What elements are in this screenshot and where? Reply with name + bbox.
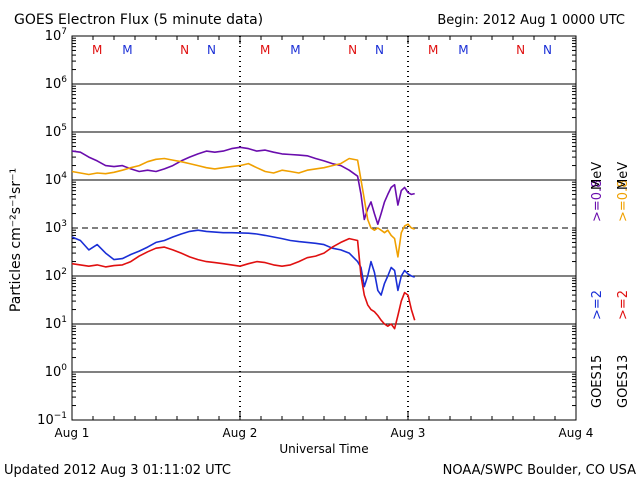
x-tick-label: Aug 3 <box>391 426 426 440</box>
day-marker: M <box>260 43 270 57</box>
chart-title: GOES Electron Flux (5 minute data) <box>14 12 263 28</box>
series-line <box>71 146 415 225</box>
series-lines <box>71 146 416 330</box>
gridlines <box>72 37 576 407</box>
legend-satellite: GOES15 <box>590 355 605 408</box>
y-tick-label: 10−1 <box>37 411 67 428</box>
legend-unit: MeV <box>590 162 605 190</box>
x-tick-label: Aug 1 <box>55 426 90 440</box>
series-line <box>71 229 415 296</box>
y-tick-label: 104 <box>45 171 68 188</box>
y-axis-label: Particles cm⁻²s⁻¹sr⁻¹ <box>8 168 24 312</box>
begin-time: Begin: 2012 Aug 1 0000 UTC <box>437 13 625 28</box>
updated-time: Updated 2012 Aug 3 01:11:02 UTC <box>4 463 231 478</box>
y-tick-label: 107 <box>45 27 67 44</box>
y-tick-label: 103 <box>45 219 67 236</box>
x-tick-label: Aug 2 <box>223 426 258 440</box>
day-marker: M <box>458 43 468 57</box>
day-marker: N <box>180 43 189 57</box>
x-axis-label: Universal Time <box>279 442 368 456</box>
y-tick-label: 102 <box>45 267 67 284</box>
y-tick-label: 105 <box>45 123 67 140</box>
day-marker: M <box>122 43 132 57</box>
day-marker: N <box>348 43 357 57</box>
y-tick-label: 106 <box>45 75 68 92</box>
legend-unit: MeV <box>616 162 631 190</box>
day-marker: N <box>543 43 552 57</box>
legend-entry: >=0.8 <box>590 180 605 222</box>
x-tick-label: Aug 4 <box>559 426 594 440</box>
day-marker: N <box>207 43 216 57</box>
legend-entry: >=2 <box>616 290 631 320</box>
x-tick-labels: Aug 1 Aug 2 Aug 3 Aug 4 <box>55 426 594 440</box>
legend-entry: >=0.8 <box>616 180 631 222</box>
series-line <box>71 237 416 330</box>
legend-satellite: GOES13 <box>616 355 631 408</box>
series-line <box>71 157 415 258</box>
day-marker: N <box>516 43 525 57</box>
y-tick-labels: 107 106 105 104 103 102 101 100 10−1 <box>37 27 67 428</box>
day-marker: M <box>92 43 102 57</box>
legend-entry: >=2 <box>590 290 605 320</box>
day-marker: M <box>428 43 438 57</box>
y-tick-label: 100 <box>45 363 68 380</box>
y-tick-label: 101 <box>45 315 67 332</box>
day-marker: M <box>290 43 300 57</box>
day-tick-marks <box>71 36 577 420</box>
day-marker: N <box>375 43 384 57</box>
data-source: NOAA/SWPC Boulder, CO USA <box>443 463 636 478</box>
